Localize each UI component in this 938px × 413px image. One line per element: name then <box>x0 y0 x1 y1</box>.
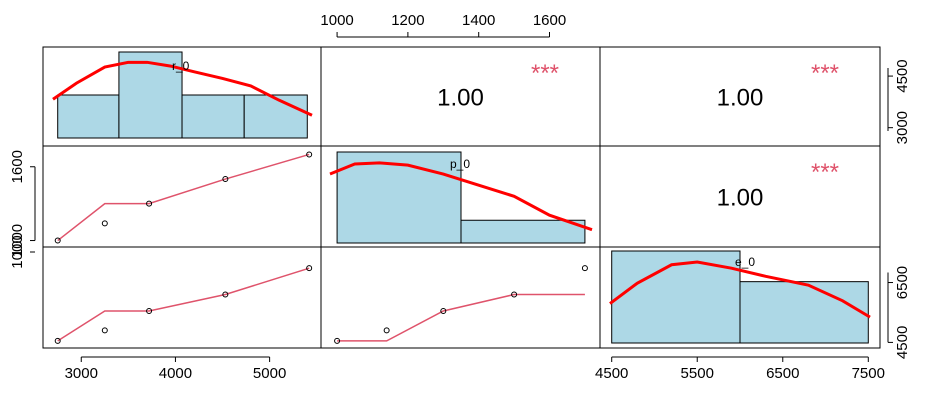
bottom-axis-e0-2-label: 6500 <box>766 365 799 382</box>
scatter-point-p_0_vs_r_0-1 <box>101 220 108 227</box>
bottom-axis-e0-1-label: 5500 <box>681 365 714 382</box>
bottom-axis-e0-3-label: 7500 <box>852 365 885 382</box>
panel-2-0 <box>42 246 322 349</box>
correlation-value-1: 1.00 <box>717 85 764 112</box>
smooth-line-p_0_vs_r_0 <box>57 153 310 242</box>
right-axis-r0-1-label: 4500 <box>894 59 911 92</box>
variable-label-r_0: r_0 <box>172 59 190 73</box>
scatter-point-e_0_vs_r_0-1 <box>101 327 108 334</box>
top-axis-0-label: 1000 <box>320 12 353 29</box>
significance-stars-1: *** <box>811 60 839 87</box>
scatter-point-e_0_vs_p_0-4 <box>581 265 588 272</box>
bottom-axis-r0-1-label: 4000 <box>159 365 192 382</box>
significance-stars-0: *** <box>531 60 559 87</box>
scatter-point-p_0_vs_r_0-3 <box>222 176 229 183</box>
panel-2-2 <box>599 246 881 349</box>
smooth-line-e_0_vs_p_0 <box>337 293 585 342</box>
right-axis-e0-1-label: 6500 <box>894 266 911 299</box>
correlation-value-2: 1.00 <box>717 185 764 212</box>
histogram-bar-r_0-3 <box>243 94 308 139</box>
significance-stars-2: *** <box>811 159 839 186</box>
density-curve-p_0 <box>329 161 593 232</box>
scatter-point-e_0_vs_r_0-2 <box>146 307 153 314</box>
scatter-point-e_0_vs_p_0-3 <box>511 291 518 298</box>
variable-label-p_0: p_0 <box>450 157 470 171</box>
right-axis-r0-0-label: 3000 <box>894 111 911 144</box>
scatter-point-p_0_vs_r_0-2 <box>146 200 153 207</box>
correlation-value-0: 1.00 <box>437 85 484 112</box>
bottom-axis-e0-0-label: 4500 <box>595 365 628 382</box>
density-curve-e_0 <box>609 260 871 319</box>
left-axis-row3-0-label: 1000 <box>9 235 26 268</box>
histogram-bar-p_0-0 <box>336 151 462 244</box>
top-axis-3-label: 1600 <box>533 12 566 29</box>
scatter-point-e_0_vs_r_0-4 <box>306 265 313 272</box>
top-axis-2-label: 1400 <box>462 12 495 29</box>
scatter-point-p_0_vs_r_0-0 <box>54 237 61 244</box>
bottom-axis-r0-0-label: 3000 <box>65 365 98 382</box>
left-axis-p0-1-label: 1600 <box>9 150 26 183</box>
bottom-axis-r0-2-label: 5000 <box>253 365 286 382</box>
left-axis-p0-0-label: 1000 <box>9 224 26 257</box>
top-axis-1-label: 1200 <box>391 12 424 29</box>
right-axis-e0-0-label: 4500 <box>894 326 911 359</box>
scatter-point-e_0_vs_p_0-0 <box>334 337 341 344</box>
scatter-point-e_0_vs_p_0-1 <box>383 327 390 334</box>
histogram-bar-p_0-1 <box>460 219 586 244</box>
panel-1-0 <box>42 145 322 248</box>
density-curve-r_0 <box>52 60 313 117</box>
panel-2-1 <box>320 246 601 349</box>
smooth-line-e_0_vs_r_0 <box>57 267 310 342</box>
variable-label-e_0: e_0 <box>735 255 755 269</box>
scatter-point-p_0_vs_r_0-4 <box>306 151 313 158</box>
scatter-point-e_0_vs_r_0-3 <box>222 291 229 298</box>
histogram-bar-e_0-1 <box>739 281 869 344</box>
scatter-point-e_0_vs_p_0-2 <box>440 307 447 314</box>
scatter-point-e_0_vs_r_0-0 <box>54 337 61 344</box>
histogram-bar-r_0-0 <box>57 94 120 139</box>
histogram-bar-r_0-2 <box>181 94 245 139</box>
